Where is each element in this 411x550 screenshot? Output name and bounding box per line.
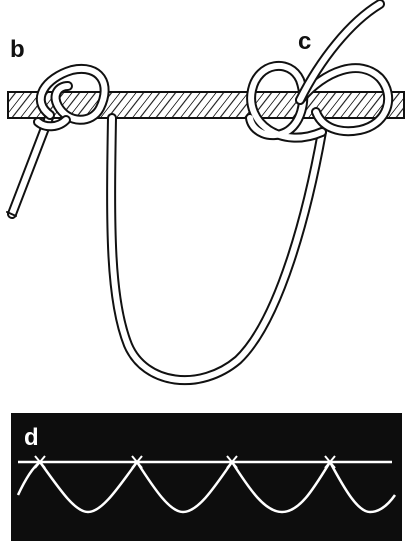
cord-end-c bbox=[295, 0, 385, 105]
scallops bbox=[16, 461, 397, 514]
hanging-bight bbox=[106, 113, 327, 385]
tie-marks bbox=[34, 455, 336, 469]
label-d: d bbox=[24, 424, 39, 451]
main-rope bbox=[7, 91, 405, 119]
cord-end-b bbox=[6, 110, 55, 219]
label-b: b bbox=[10, 36, 25, 63]
hitch-b bbox=[33, 63, 110, 132]
label-c: c bbox=[298, 28, 312, 55]
panel-d bbox=[11, 413, 402, 541]
hitch-c bbox=[245, 60, 394, 143]
